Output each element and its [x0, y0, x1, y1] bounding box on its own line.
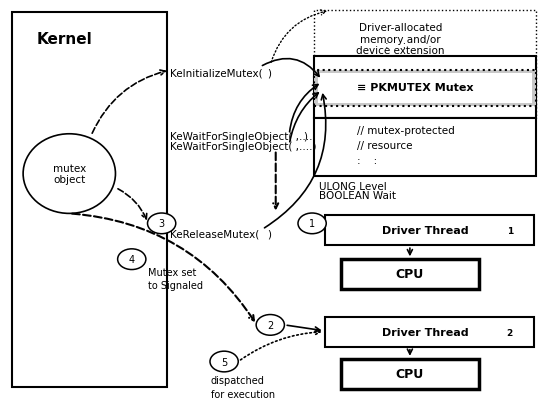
- Text: CPU: CPU: [396, 268, 424, 281]
- FancyBboxPatch shape: [341, 359, 479, 389]
- Text: KeInitializeMutex(: KeInitializeMutex(: [170, 68, 263, 78]
- FancyArrowPatch shape: [240, 330, 320, 360]
- FancyBboxPatch shape: [325, 216, 534, 246]
- Text: 1: 1: [507, 227, 513, 236]
- Text: ): ): [304, 132, 307, 141]
- Circle shape: [210, 351, 238, 372]
- FancyBboxPatch shape: [314, 11, 537, 119]
- FancyArrowPatch shape: [264, 95, 326, 228]
- Circle shape: [147, 213, 176, 234]
- FancyArrowPatch shape: [407, 349, 412, 354]
- FancyArrowPatch shape: [118, 189, 147, 220]
- Text: ): ): [268, 229, 271, 239]
- FancyBboxPatch shape: [314, 57, 537, 119]
- Text: mutex
object: mutex object: [52, 163, 86, 185]
- Text: 3: 3: [158, 219, 165, 229]
- FancyBboxPatch shape: [12, 13, 167, 387]
- Circle shape: [256, 315, 284, 335]
- Text: 2: 2: [507, 328, 513, 337]
- Text: dispatched
for execution: dispatched for execution: [211, 375, 275, 399]
- Ellipse shape: [23, 134, 115, 214]
- Text: ≡ PKMUTEX Mutex: ≡ PKMUTEX Mutex: [357, 83, 474, 93]
- Text: Kernel: Kernel: [37, 32, 92, 47]
- FancyArrowPatch shape: [271, 11, 326, 63]
- FancyArrowPatch shape: [273, 153, 278, 209]
- FancyArrowPatch shape: [290, 94, 318, 143]
- FancyArrowPatch shape: [287, 326, 320, 332]
- Text: 1: 1: [309, 219, 315, 229]
- Text: Mutex set
to Signaled: Mutex set to Signaled: [148, 267, 203, 291]
- FancyBboxPatch shape: [314, 71, 537, 107]
- FancyBboxPatch shape: [318, 74, 532, 103]
- Text: Driver Thread: Driver Thread: [382, 327, 468, 337]
- FancyArrowPatch shape: [72, 214, 254, 321]
- Circle shape: [117, 249, 146, 270]
- Text: :    :: : :: [384, 40, 406, 50]
- FancyArrowPatch shape: [289, 85, 318, 132]
- FancyArrowPatch shape: [92, 71, 165, 134]
- Text: ): ): [268, 68, 271, 78]
- FancyBboxPatch shape: [314, 119, 537, 176]
- Circle shape: [298, 213, 327, 234]
- Text: Driver-allocated
memory and/or
device extension: Driver-allocated memory and/or device ex…: [357, 23, 445, 56]
- FancyArrowPatch shape: [407, 248, 412, 255]
- Text: 4: 4: [129, 255, 135, 264]
- Text: ULONG Level: ULONG Level: [319, 181, 387, 191]
- Text: Driver Thread: Driver Thread: [382, 226, 468, 236]
- Text: CPU: CPU: [396, 367, 424, 380]
- Text: KeWaitForSingleObject( ,....: KeWaitForSingleObject( ,....: [170, 132, 312, 141]
- Text: 5: 5: [221, 357, 227, 367]
- FancyBboxPatch shape: [341, 260, 479, 289]
- Text: // mutex-protected
// resource
:    :: // mutex-protected // resource : :: [357, 126, 455, 165]
- Text: 2: 2: [267, 320, 274, 330]
- Text: BOOLEAN Wait: BOOLEAN Wait: [319, 191, 396, 201]
- FancyArrowPatch shape: [263, 60, 319, 77]
- Text: KeReleaseMutex(: KeReleaseMutex(: [170, 229, 259, 239]
- FancyBboxPatch shape: [325, 317, 534, 347]
- Text: KeWaitForSingleObject( ,....): KeWaitForSingleObject( ,....): [170, 141, 316, 151]
